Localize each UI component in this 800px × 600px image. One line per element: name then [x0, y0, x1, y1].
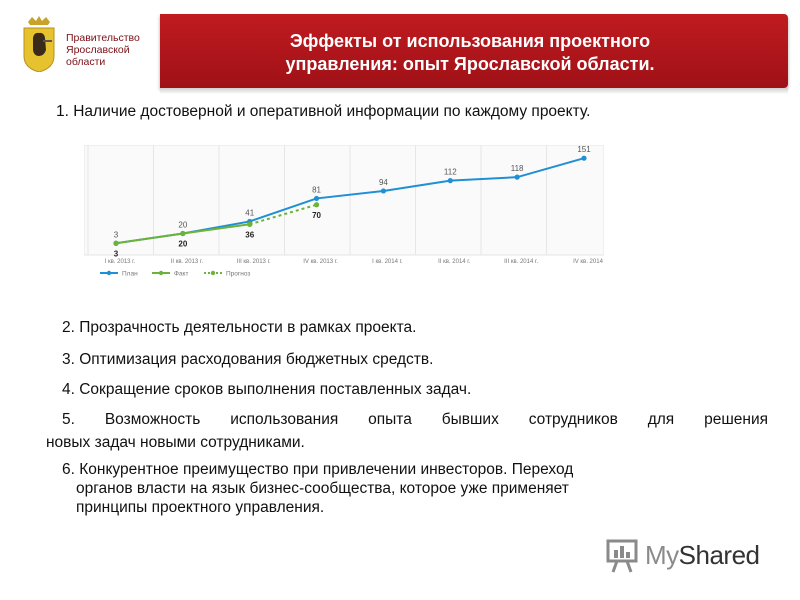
data-point — [447, 178, 453, 184]
legend-label: План — [122, 271, 138, 278]
project-count-chart: 3 20 41 81 94 112 118 151 3 20 36 70 I кв. 2013 г. I… — [84, 145, 604, 278]
title-banner: Эффекты от использования проектного упра… — [160, 14, 788, 88]
legend-marker — [210, 270, 216, 276]
legend-marker — [158, 270, 164, 276]
coat-of-arms-icon — [23, 16, 55, 72]
list-item: 1. Наличие достоверной и оперативной инф… — [56, 103, 591, 120]
plot-background — [84, 145, 604, 256]
title-line: Эффекты от использования проектного — [289, 31, 651, 51]
data-point — [113, 240, 119, 246]
legend-label: Факт — [174, 271, 188, 278]
presentation-icon — [606, 539, 638, 573]
data-label: 94 — [379, 178, 388, 187]
list-item: 2. Прозрачность деятельности в рамках пр… — [62, 319, 417, 336]
data-point — [180, 230, 186, 237]
list-item: 6. Конкурентное преимущество при привлеч… — [62, 461, 574, 478]
x-tick-label: I кв. 2014 г. — [372, 259, 403, 265]
data-label: 20 — [178, 240, 187, 249]
x-tick-label: IV кв. 2013 г. — [303, 259, 338, 265]
x-tick-label: II кв. 2014 г. — [438, 259, 471, 265]
data-label: 41 — [245, 208, 254, 217]
list-item: 4. Сокращение сроков выполнения поставле… — [62, 381, 472, 398]
data-point — [313, 195, 320, 202]
data-point — [581, 155, 587, 161]
data-label: 36 — [245, 230, 254, 239]
data-label: 70 — [312, 211, 321, 220]
data-point — [514, 174, 520, 180]
title-line: управления: опыт Ярославской области. — [285, 54, 655, 74]
data-point — [313, 202, 320, 208]
data-label: 81 — [312, 185, 321, 194]
page-title: Эффекты от использования проектного упра… — [190, 30, 750, 76]
x-tick-label: II кв. 2013 г. — [171, 259, 204, 265]
data-point — [380, 188, 387, 194]
watermark-text: MyShared — [645, 540, 760, 571]
list-item: органов власти на язык бизнес-сообщества… — [76, 480, 569, 497]
watermark-part: My — [645, 540, 679, 570]
legend-label: Прогноз — [226, 271, 250, 278]
legend-marker — [106, 270, 112, 276]
organization-name: Правительство Ярославской области — [66, 32, 140, 68]
org-line: области — [66, 56, 106, 68]
x-tick-label: III кв. 2013 г. — [237, 259, 271, 265]
x-tick-label: I кв. 2013 г. — [105, 259, 136, 265]
list-item: принципы проектного управления. — [76, 499, 325, 516]
org-line: Ярославской — [66, 44, 130, 56]
x-tick-label: IV кв. 2014 — [573, 259, 603, 265]
watermark-part: Shared — [678, 540, 760, 570]
data-label: 20 — [178, 221, 187, 230]
data-point — [247, 221, 253, 227]
data-label: 3 — [114, 230, 119, 239]
data-label: 118 — [511, 164, 524, 173]
list-item: новых задач новыми сотрудниками. — [46, 434, 305, 451]
logo-area: Правительство Ярославской области — [14, 10, 164, 84]
list-item: 5. Возможность использования опыта бывши… — [62, 411, 768, 428]
list-item: 3. Оптимизация расходования бюджетных ср… — [62, 351, 434, 368]
data-label: 151 — [577, 145, 591, 154]
data-label: 112 — [444, 168, 457, 177]
data-label: 3 — [114, 249, 119, 258]
banner-shadow — [160, 88, 788, 94]
x-tick-label: III кв. 2014 г. — [504, 259, 538, 265]
org-line: Правительство — [66, 32, 140, 44]
